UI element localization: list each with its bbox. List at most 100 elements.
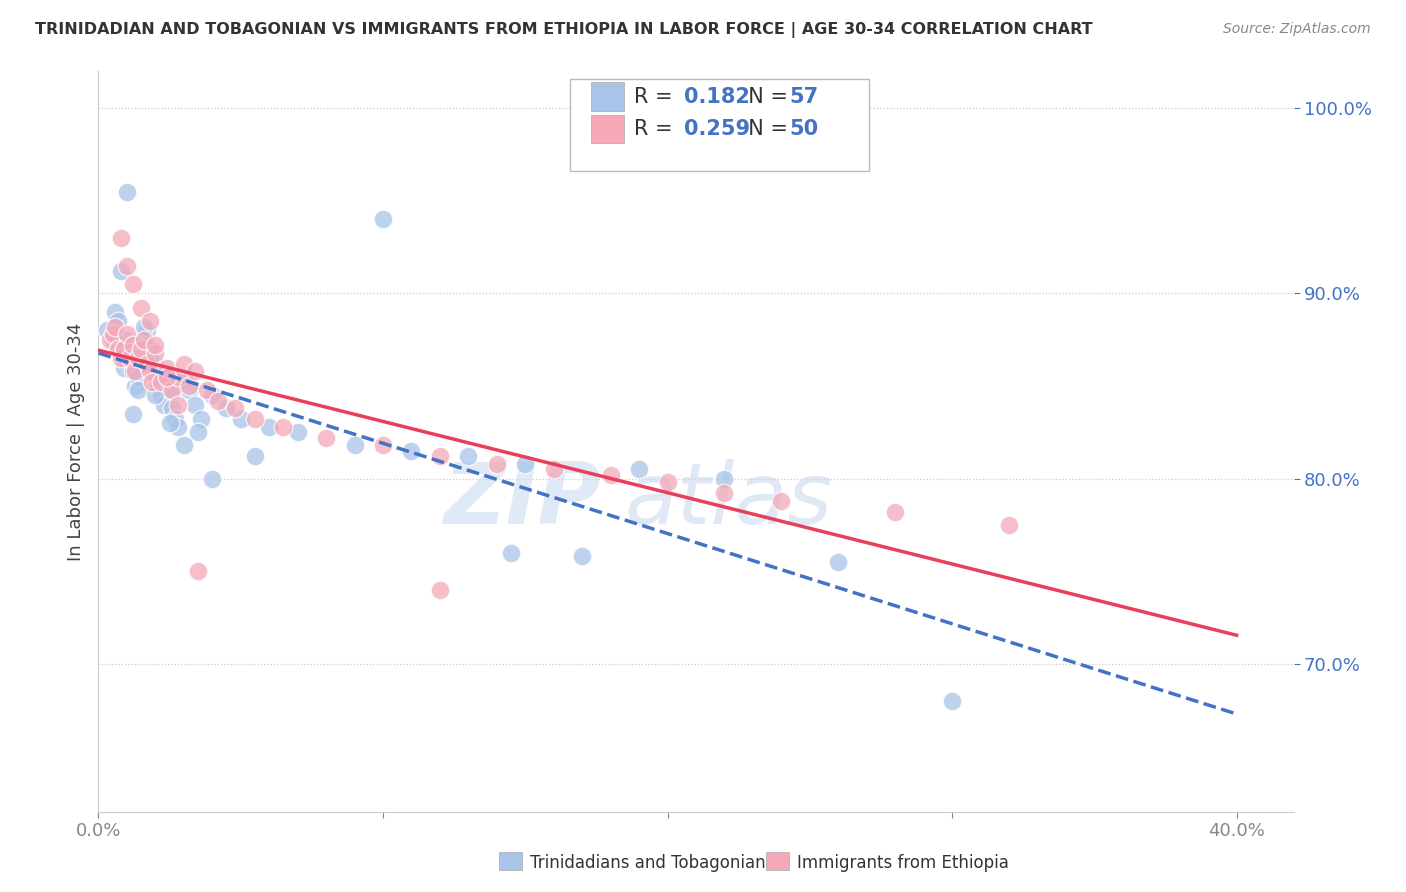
Point <box>143 345 166 359</box>
Point <box>118 351 141 366</box>
Point <box>179 383 201 397</box>
Point <box>224 401 246 416</box>
Point <box>115 327 138 342</box>
Point <box>132 333 155 347</box>
Point <box>201 388 224 402</box>
Point <box>165 412 187 426</box>
Point <box>156 360 179 375</box>
Point <box>138 342 160 356</box>
Point <box>243 412 266 426</box>
Point <box>162 401 184 416</box>
Point <box>110 342 132 356</box>
Text: 50: 50 <box>789 120 818 139</box>
Point <box>713 486 735 500</box>
Text: 0.259: 0.259 <box>685 120 751 139</box>
Point <box>173 357 195 371</box>
Point <box>124 364 146 378</box>
Point <box>156 369 179 384</box>
Point <box>273 419 295 434</box>
Point <box>162 383 184 397</box>
Point <box>167 397 190 411</box>
Point <box>148 379 170 393</box>
Point <box>143 338 166 352</box>
Point <box>173 438 195 452</box>
Point <box>599 467 621 482</box>
Point <box>135 357 157 371</box>
Point <box>173 369 195 384</box>
Point <box>96 323 118 337</box>
Point <box>127 351 149 366</box>
Point <box>156 369 179 384</box>
Point <box>150 376 173 390</box>
Point <box>628 462 651 476</box>
Point <box>243 450 266 464</box>
Text: 57: 57 <box>789 87 818 106</box>
Point <box>124 379 146 393</box>
Point <box>141 364 163 378</box>
Point <box>138 351 160 366</box>
Point <box>657 475 679 490</box>
Point <box>713 471 735 485</box>
Point <box>315 431 337 445</box>
Point <box>135 323 157 337</box>
Point <box>98 333 121 347</box>
Point <box>207 393 229 408</box>
Point <box>138 314 160 328</box>
Point <box>112 360 135 375</box>
Point <box>371 212 394 227</box>
Text: atlas: atlas <box>624 459 832 542</box>
Point <box>159 383 181 397</box>
Point <box>121 338 143 352</box>
FancyBboxPatch shape <box>591 82 624 111</box>
Point <box>110 351 132 366</box>
Point <box>190 412 212 426</box>
Point <box>138 364 160 378</box>
Point <box>827 555 849 569</box>
Point <box>132 319 155 334</box>
Point <box>143 357 166 371</box>
Point <box>107 314 129 328</box>
Point <box>104 305 127 319</box>
Point <box>143 388 166 402</box>
Point <box>215 401 238 416</box>
Point <box>118 351 141 366</box>
Point <box>343 438 366 452</box>
Text: R =: R = <box>634 120 679 139</box>
Point <box>179 379 201 393</box>
Point <box>115 185 138 199</box>
Point <box>115 333 138 347</box>
Point <box>543 462 565 476</box>
FancyBboxPatch shape <box>591 115 624 144</box>
Text: ZIP: ZIP <box>443 459 600 542</box>
Point <box>159 416 181 430</box>
Point <box>257 419 280 434</box>
Y-axis label: In Labor Force | Age 30-34: In Labor Force | Age 30-34 <box>66 322 84 561</box>
Point <box>429 582 451 597</box>
Point <box>998 517 1021 532</box>
Point <box>184 364 207 378</box>
Point <box>129 342 152 356</box>
Point <box>287 425 309 440</box>
Point <box>195 383 218 397</box>
Point <box>107 342 129 356</box>
Point <box>371 438 394 452</box>
Text: TRINIDADIAN AND TOBAGONIAN VS IMMIGRANTS FROM ETHIOPIA IN LABOR FORCE | AGE 30-3: TRINIDADIAN AND TOBAGONIAN VS IMMIGRANTS… <box>35 22 1092 38</box>
Point <box>184 397 207 411</box>
Point <box>129 351 152 366</box>
Point <box>115 259 138 273</box>
Text: N =: N = <box>735 120 794 139</box>
Point <box>167 369 190 384</box>
Point <box>884 505 907 519</box>
Point <box>110 264 132 278</box>
Point <box>121 277 143 292</box>
Point <box>101 327 124 342</box>
Text: R =: R = <box>634 87 679 106</box>
Point <box>229 412 252 426</box>
FancyBboxPatch shape <box>571 78 869 171</box>
Point <box>571 549 593 564</box>
Point <box>941 694 963 708</box>
Point <box>770 493 793 508</box>
Point <box>187 425 209 440</box>
Text: Trinidadians and Tobagonians: Trinidadians and Tobagonians <box>530 854 775 871</box>
Text: N =: N = <box>735 87 794 106</box>
